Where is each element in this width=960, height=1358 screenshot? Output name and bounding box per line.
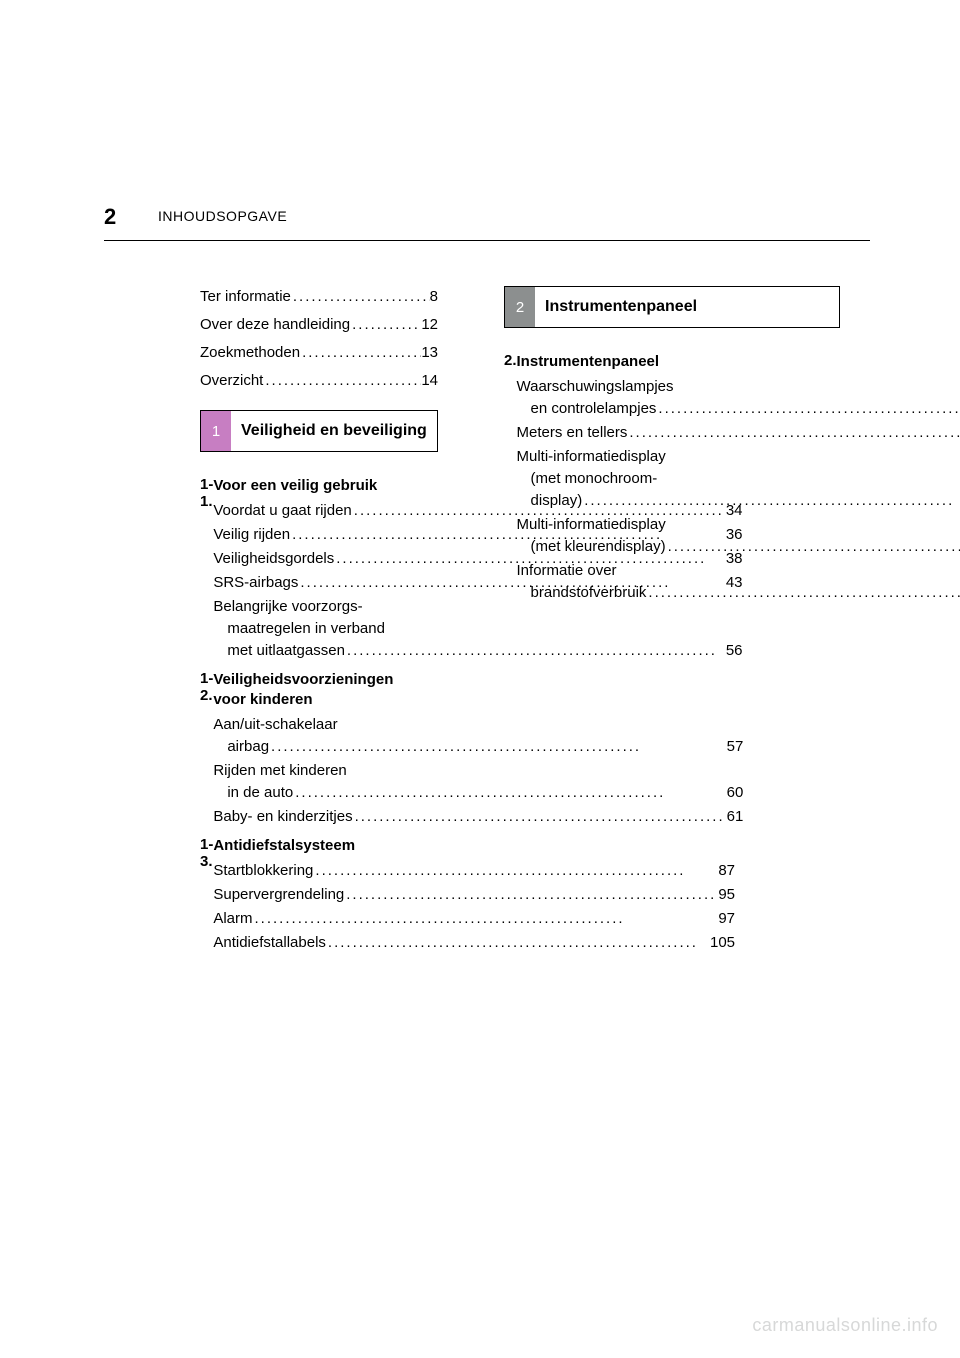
toc-dots: ........................................… (350, 314, 421, 336)
toc-page: 14 (421, 370, 438, 392)
toc-dots: ........................................… (291, 286, 430, 308)
toc-label: Aan/uit-schakelaar (213, 716, 337, 733)
toc-label: Ter informatie (200, 286, 291, 308)
section-tab-2: 2 Instrumentenpaneel (504, 286, 840, 328)
toc-row: Over deze handleiding ..................… (200, 314, 438, 336)
toc-label: Baby- en kinderzitjes (213, 806, 352, 828)
toc-label: Informatie over (517, 562, 617, 579)
toc-dots: ........................................… (263, 370, 421, 392)
toc-row-multiline: Waarschuwingslampjes en controlelampjes … (517, 376, 960, 420)
section-tab-title: Veiligheid en beveiliging (231, 411, 437, 451)
toc-label: SRS-airbags (213, 572, 298, 594)
toc-label: in de auto (213, 782, 293, 804)
subsection-number: 1-1. (200, 476, 213, 664)
subsection-number: 1-3. (200, 836, 213, 956)
toc-row: en controlelampjes .....................… (517, 398, 960, 420)
subsection-title-line: Veiligheidsvoorzieningen (213, 671, 393, 688)
toc-row-multiline: Multi-informatiedisplay (met kleurendisp… (517, 514, 960, 558)
toc-dots: ........................................… (300, 342, 421, 364)
toc-row-multiline: Multi-informatiedisplay (met monochroom-… (517, 446, 960, 512)
toc-label: Meters en tellers (517, 422, 628, 444)
subsection-1-1: 1-1. Voor een veilig gebruik Voordat u g… (200, 476, 438, 664)
page: 2 INHOUDSOPGAVE Ter informatie .........… (0, 0, 960, 1358)
toc-label: Overzicht (200, 370, 263, 392)
toc-label: Waarschuwingslampjes (517, 378, 674, 395)
subsection-1-2: 1-2. Veiligheidsvoorzieningen voor kinde… (200, 670, 438, 830)
subsection-number: 1-2. (200, 670, 213, 830)
toc-row: brandstofverbruik ......................… (517, 582, 960, 604)
toc-row: Overzicht ..............................… (200, 370, 438, 392)
toc-label: Multi-informatiedisplay (517, 516, 666, 533)
toc-label: airbag (213, 736, 269, 758)
toc-label: en controlelampjes (517, 398, 657, 420)
toc-label: Voordat u gaat rijden (213, 500, 351, 522)
toc-label: Zoekmethoden (200, 342, 300, 364)
subsection-title: Instrumentenpaneel (517, 352, 960, 372)
toc-label: Alarm (213, 908, 252, 930)
toc-dots: ........................................… (656, 398, 960, 420)
toc-label: Supervergrendeling (213, 884, 344, 906)
page-number: 2 (104, 204, 116, 230)
right-column: 2 Instrumentenpaneel 2. Instrumentenpane… (480, 286, 960, 960)
toc-label: display) (517, 490, 583, 512)
toc-label: Veiligheidsgordels (213, 548, 334, 570)
subsection-body: Instrumentenpaneel Waarschuwingslampjes … (517, 352, 960, 606)
toc-page: 13 (421, 342, 438, 364)
header-rule (104, 240, 870, 241)
toc-label: (met kleurendisplay) (517, 536, 666, 558)
toc-label: Startblokkering (213, 860, 313, 882)
toc-dots: ........................................… (646, 582, 960, 604)
toc-row-multiline: Informatie over brandstofverbruik ......… (517, 560, 960, 604)
toc-dots: ........................................… (582, 490, 960, 512)
toc-label: Belangrijke voorzorgs- (213, 598, 362, 615)
toc-dots: ........................................… (666, 536, 960, 558)
toc-row: display) ...............................… (517, 490, 960, 512)
left-column: Ter informatie .........................… (0, 286, 480, 960)
toc-label: Antidiefstallabels (213, 932, 326, 954)
section-tab-1: 1 Veiligheid en beveiliging (200, 410, 438, 452)
toc-label: (met monochroom- (517, 468, 960, 490)
subsection-1-3: 1-3. Antidiefstalsysteem Startblokkering… (200, 836, 438, 956)
content-columns: Ter informatie .........................… (0, 286, 960, 960)
toc-page: 12 (421, 314, 438, 336)
subsection-number: 2. (504, 352, 517, 606)
subsection-items: Waarschuwingslampjes en controlelampjes … (517, 376, 960, 604)
running-head: INHOUDSOPGAVE (158, 208, 287, 224)
toc-row: Ter informatie .........................… (200, 286, 438, 308)
toc-label: Multi-informatiedisplay (517, 448, 666, 465)
section-tab-number: 2 (505, 287, 535, 327)
toc-label: Rijden met kinderen (213, 762, 346, 779)
toc-row: (met kleurendisplay) ...................… (517, 536, 960, 558)
toc-row: Meters en tellers ......................… (517, 422, 960, 444)
intro-list: Ter informatie .........................… (200, 286, 438, 392)
toc-row: Zoekmethoden ...........................… (200, 342, 438, 364)
toc-label: Over deze handleiding (200, 314, 350, 336)
toc-label: brandstofverbruik (517, 582, 647, 604)
section-tab-title: Instrumentenpaneel (535, 287, 839, 327)
toc-dots: ........................................… (627, 422, 960, 444)
section-tab-number: 1 (201, 411, 231, 451)
subsection-title-line: voor kinderen (213, 691, 312, 708)
watermark: carmanualsonline.info (752, 1315, 938, 1336)
subsection-2: 2. Instrumentenpaneel Waarschuwingslampj… (504, 352, 840, 606)
toc-page: 8 (430, 286, 438, 308)
toc-label: Veilig rijden (213, 524, 290, 546)
page-header: 2 INHOUDSOPGAVE (0, 208, 960, 244)
toc-label: met uitlaatgassen (213, 640, 345, 662)
